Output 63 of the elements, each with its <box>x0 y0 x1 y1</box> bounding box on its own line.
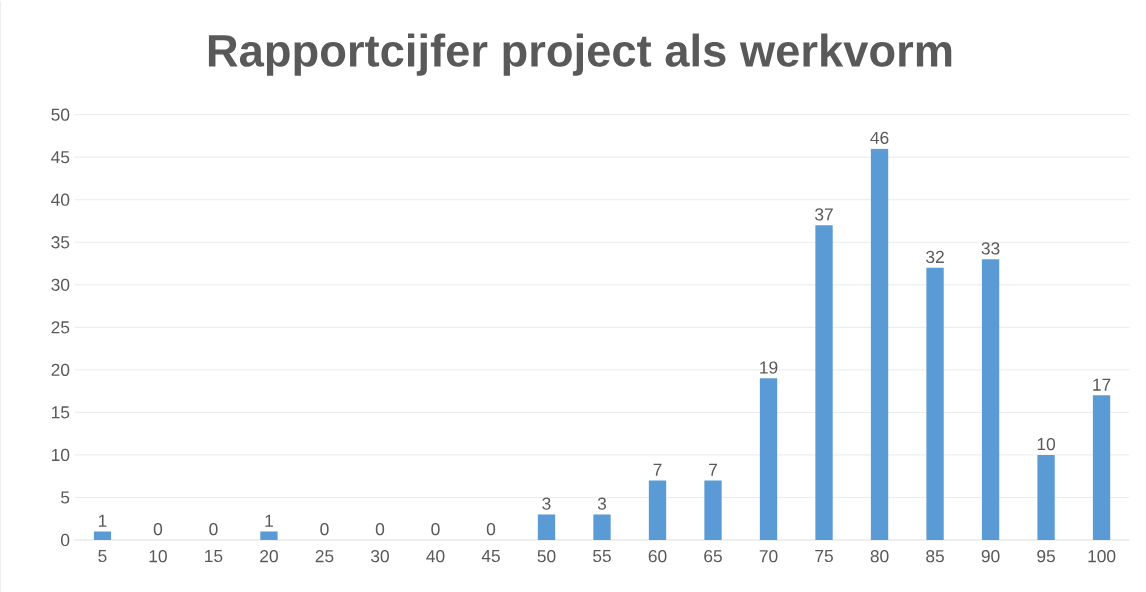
bar <box>870 148 889 540</box>
x-tick-label: 5 <box>98 550 107 563</box>
data-label: 46 <box>870 131 889 144</box>
x-tick-label: 50 <box>537 550 556 563</box>
x-tick-label: 70 <box>759 550 778 563</box>
bar <box>537 514 556 540</box>
x-tick-label: 100 <box>1088 550 1116 563</box>
x-tick-label: 95 <box>1037 550 1055 563</box>
bar <box>926 267 944 540</box>
y-tick-label: 50 <box>51 108 70 121</box>
data-label: 19 <box>760 361 778 374</box>
y-tick-label: 20 <box>51 363 70 376</box>
data-label: 0 <box>431 523 440 536</box>
data-label: 10 <box>1037 437 1056 451</box>
bar <box>1092 395 1111 540</box>
bar <box>759 378 778 540</box>
data-label: 0 <box>486 523 496 536</box>
y-tick-label: 0 <box>61 533 70 547</box>
y-tick-label: 10 <box>52 448 70 462</box>
bar <box>648 480 667 540</box>
x-tick-label: 60 <box>648 550 667 563</box>
data-label: 0 <box>209 523 218 536</box>
x-tick-label: 45 <box>481 550 500 563</box>
x-tick-label: 40 <box>426 550 445 563</box>
data-label: 37 <box>815 208 833 221</box>
data-label: 7 <box>653 463 662 476</box>
bar <box>704 480 722 540</box>
x-tick-label: 15 <box>205 550 223 563</box>
data-label: 0 <box>320 523 329 536</box>
x-tick-label: 55 <box>593 550 611 563</box>
chart-title: Rapportcijfer project als werkvorm <box>208 33 952 76</box>
x-tick-label: 20 <box>260 550 278 563</box>
y-tick-label: 40 <box>51 193 70 206</box>
y-tick-label: 30 <box>51 278 70 291</box>
x-tick-label: 90 <box>981 550 1000 563</box>
data-label: 17 <box>1093 378 1111 391</box>
bar <box>1037 454 1055 540</box>
bar <box>593 514 611 540</box>
y-tick-label: 15 <box>52 406 70 419</box>
data-label: 3 <box>542 497 551 510</box>
x-tick-label: 10 <box>149 550 167 563</box>
data-label: 33 <box>981 242 1000 255</box>
x-tick-label: 75 <box>815 550 833 563</box>
y-tick-label: 45 <box>51 151 70 164</box>
x-tick-label: 65 <box>704 550 722 563</box>
data-label: 0 <box>375 523 385 536</box>
bar <box>93 531 112 540</box>
data-label: 1 <box>98 514 107 527</box>
x-tick-label: 30 <box>371 550 389 563</box>
data-label: 3 <box>597 497 607 510</box>
y-tick-label: 35 <box>51 236 70 249</box>
data-label: 7 <box>709 463 717 476</box>
data-label: 0 <box>153 523 163 536</box>
bar <box>260 531 278 540</box>
x-tick-label: 85 <box>926 550 944 563</box>
y-tick-label: 5 <box>61 491 70 504</box>
data-label: 32 <box>926 250 944 264</box>
data-label: 1 <box>265 514 273 527</box>
x-tick-label: 80 <box>870 550 889 563</box>
y-tick-label: 25 <box>51 321 70 334</box>
bar <box>981 259 1000 540</box>
x-tick-label: 25 <box>315 550 334 563</box>
bar <box>815 225 833 540</box>
